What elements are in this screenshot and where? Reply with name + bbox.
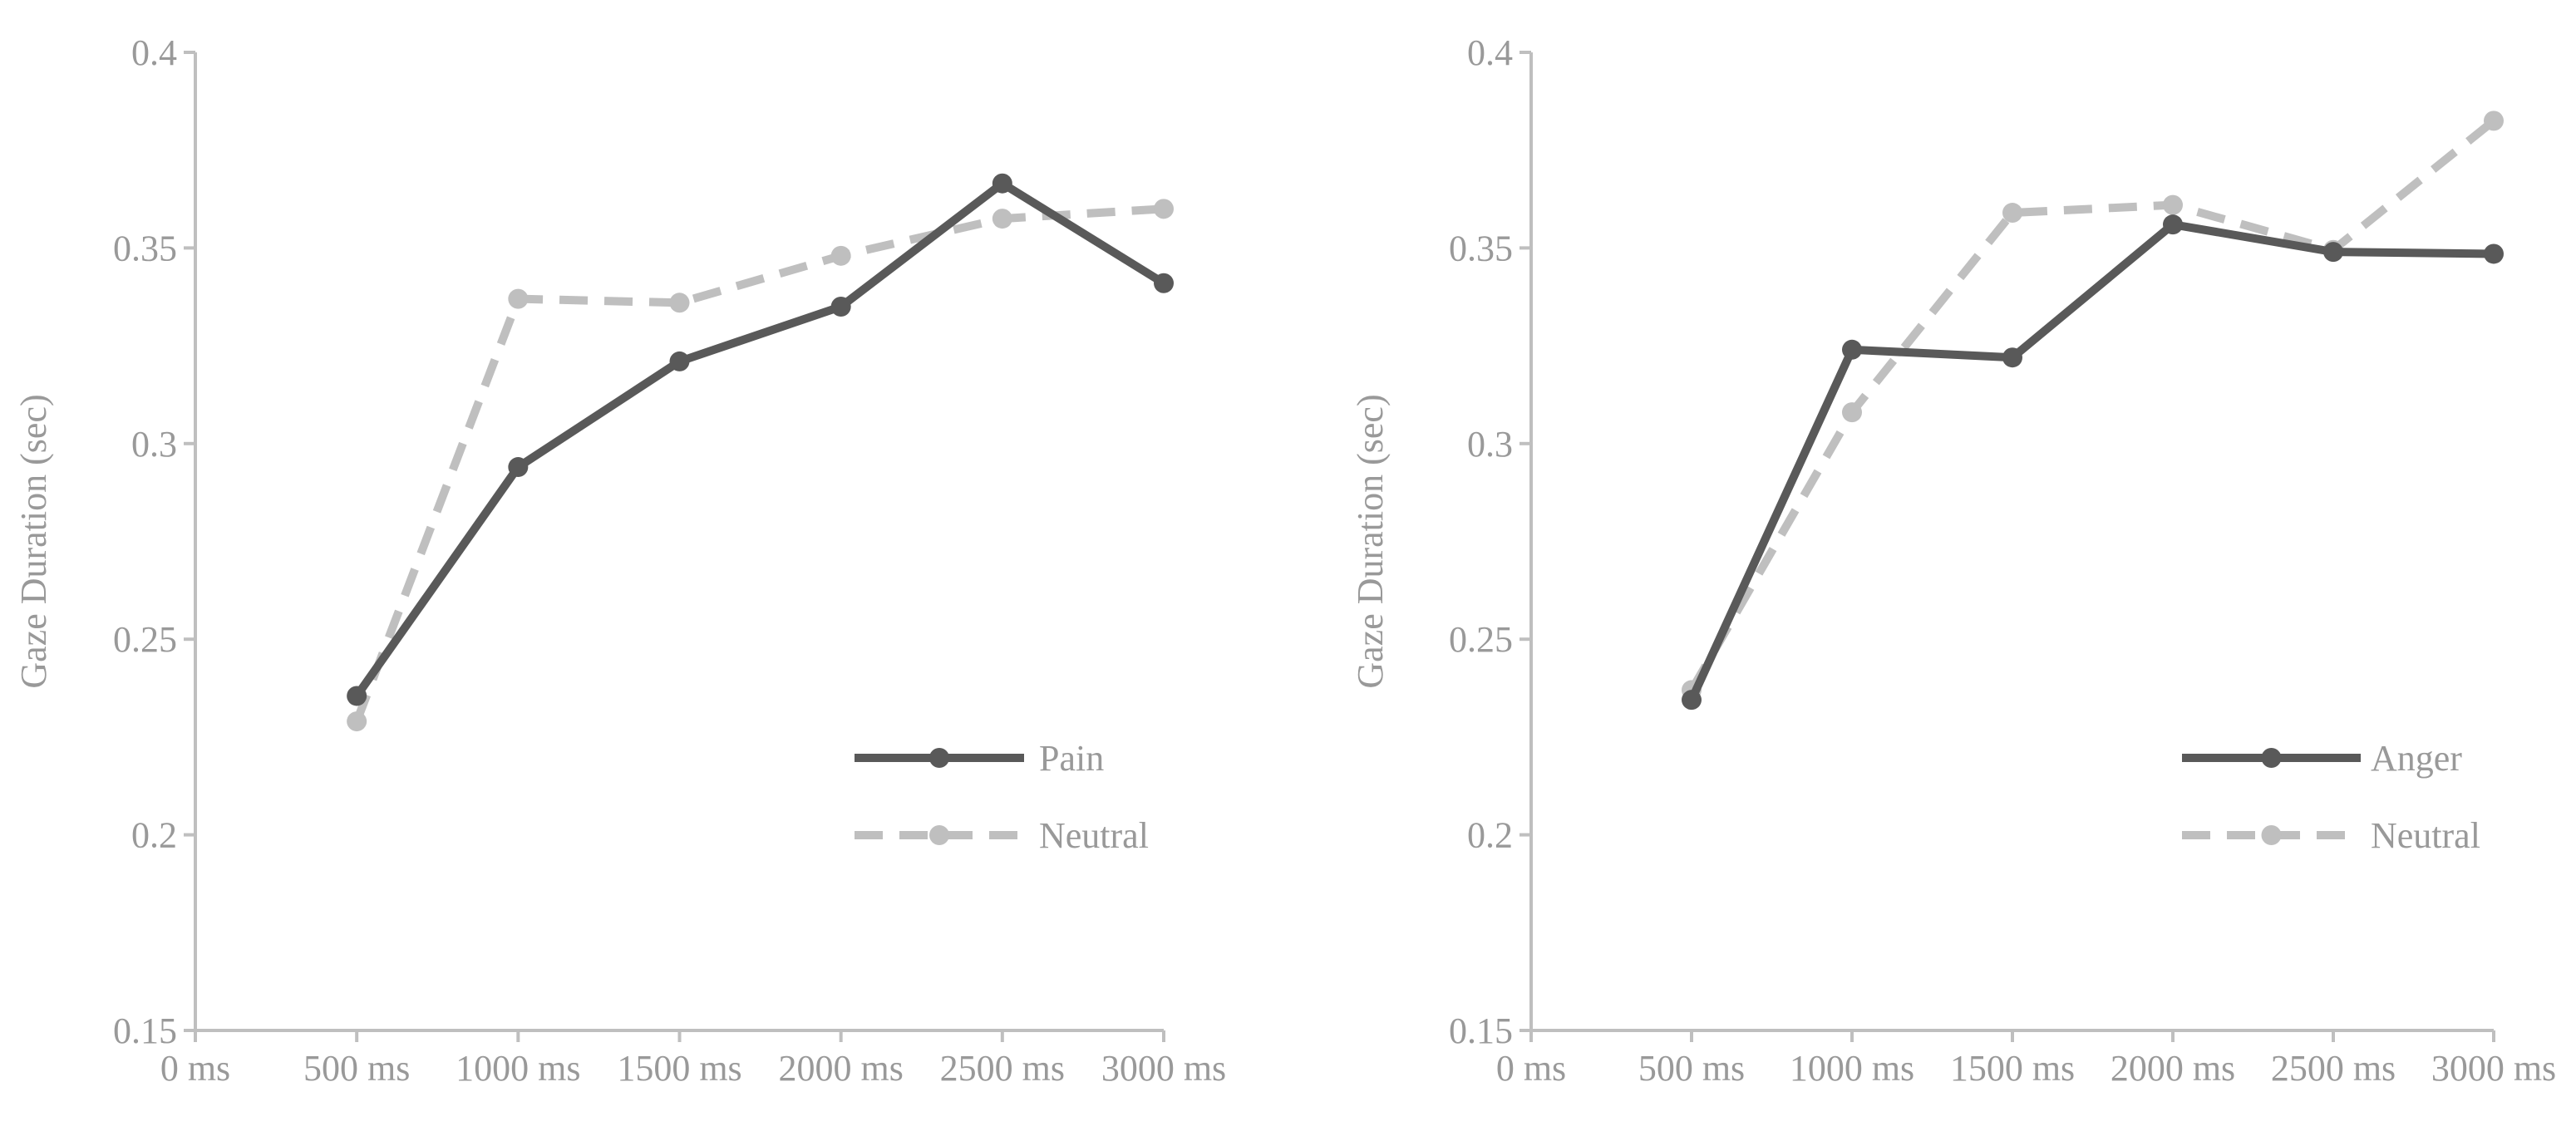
data-point-pain [347,686,367,706]
y-tick-label: 0.4 [131,32,177,73]
y-tick-label: 0.25 [113,619,177,660]
data-point-anger [1842,339,1862,360]
y-tick-label: 0.25 [1449,619,1513,660]
data-point-neutral [1154,199,1174,219]
x-tick-label: 2000 ms [778,1048,903,1089]
y-axis-title: Gaze Duration (sec) [1350,394,1391,688]
data-point-pain [508,457,529,478]
data-point-anger [2163,214,2183,235]
chart-panel-2: 0.15 0.2 0.25 0.3 0.35 0.4 0 ms 500 ms 1000 ms 15… [1350,32,2556,1089]
data-point-neutral [508,288,529,309]
x-tick-label: 2000 ms [2111,1048,2235,1089]
x-tick-label: 2500 ms [2271,1048,2396,1089]
data-point-neutral [2484,111,2504,131]
y-tick-label: 0.3 [1467,424,1513,465]
data-point-anger [1682,690,1702,711]
data-point-neutral [669,293,690,313]
chart-panel-1: 0.15 0.2 0.25 0.3 0.35 0.4 0 ms 500 ms 1000 ms 15… [13,32,1226,1089]
legend-swatch-marker [2261,748,2282,768]
x-tick-label: 0 ms [1496,1048,1566,1089]
y-tick-label: 0.15 [113,1011,177,1051]
data-point-pain [830,297,851,317]
y-tick-label: 0.4 [1467,32,1513,73]
data-point-pain [992,173,1012,194]
data-point-anger [2484,243,2504,264]
data-point-neutral [1842,402,1862,423]
legend-label-anger: Anger [2371,738,2462,779]
x-tick-label: 1000 ms [1790,1048,1914,1089]
legend-label-neutral: Neutral [1039,815,1149,856]
x-tick-label: 1500 ms [1950,1048,2075,1089]
y-tick-label: 0.35 [1449,228,1513,268]
y-axis-title: Gaze Duration (sec) [13,394,54,688]
y-tick-label: 0.2 [1467,815,1513,856]
legend-swatch-marker [929,825,949,845]
series-line-neutral [352,204,1165,723]
y-tick-label: 0.3 [131,424,177,465]
legend-label-pain: Pain [1039,738,1104,779]
data-point-anger [2002,347,2022,368]
x-tick-label: 0 ms [160,1048,230,1089]
legend-label-neutral: Neutral [2371,815,2480,856]
x-tick-label: 500 ms [303,1048,410,1089]
legend-swatch-marker [2261,825,2282,845]
data-point-neutral [347,711,367,732]
x-tick-label: 1000 ms [456,1048,580,1089]
data-point-neutral [830,245,851,266]
y-tick-label: 0.35 [113,228,177,268]
y-tick-label: 0.2 [131,815,177,856]
data-point-anger [2323,242,2343,263]
x-tick-label: 2500 ms [940,1048,1065,1089]
x-tick-label: 3000 ms [2431,1048,2556,1089]
data-point-pain [1154,273,1174,293]
data-point-neutral [2002,203,2022,224]
y-tick-label: 0.15 [1449,1011,1513,1051]
series-line-pain [352,179,1168,701]
x-tick-label: 500 ms [1638,1048,1745,1089]
x-tick-label: 1500 ms [617,1048,741,1089]
data-point-pain [669,351,690,371]
legend-swatch-marker [929,748,949,768]
data-point-neutral [992,209,1012,229]
data-point-neutral [2163,194,2183,215]
series-line-anger [1687,220,2498,705]
x-tick-label: 3000 ms [1101,1048,1226,1089]
